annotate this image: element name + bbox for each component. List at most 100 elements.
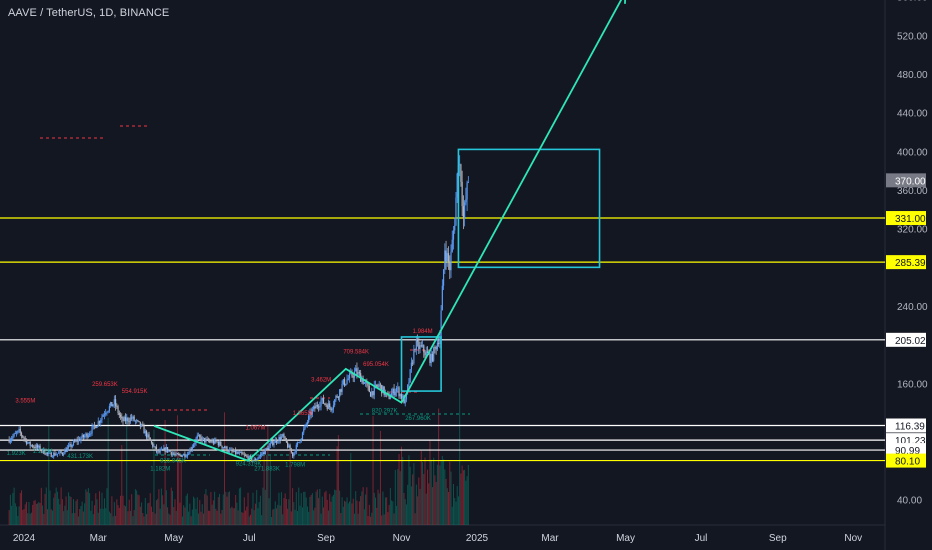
- candle-body: [287, 442, 289, 448]
- volume-bar: [126, 415, 128, 525]
- candle-body: [96, 426, 98, 429]
- volume-bar: [105, 508, 107, 525]
- volume-bar: [226, 496, 228, 525]
- candle-body: [449, 261, 451, 271]
- volume-bar: [153, 429, 155, 525]
- candle-body: [25, 439, 28, 444]
- volume-bar: [179, 502, 181, 525]
- candle-body: [34, 447, 36, 449]
- volume-bar: [216, 510, 218, 525]
- candle-body: [169, 450, 171, 452]
- price-label-box: [886, 173, 926, 188]
- volume-bar: [18, 506, 20, 525]
- volume-bar: [263, 443, 265, 525]
- candle-body: [357, 372, 359, 375]
- volume-bar: [250, 514, 251, 525]
- volume-bar: [293, 502, 295, 525]
- volume-bar: [335, 490, 337, 525]
- volume-bar: [221, 510, 223, 525]
- volume-bar: [256, 490, 258, 525]
- candle-body: [332, 405, 335, 409]
- candle-body: [107, 410, 109, 413]
- candle-body: [123, 416, 125, 422]
- volume-bar: [360, 496, 362, 525]
- candle-body: [397, 387, 399, 389]
- volume-bar: [196, 497, 198, 525]
- candle-body: [19, 428, 21, 433]
- candle-body: [132, 416, 134, 419]
- candle-body: [270, 441, 273, 444]
- candle-body: [315, 405, 317, 409]
- candle-body: [228, 449, 231, 452]
- candle-body: [308, 415, 310, 423]
- volume-bar: [133, 509, 135, 525]
- candle-body: [100, 419, 102, 423]
- volume-bar: [112, 516, 114, 525]
- volume-bar: [158, 489, 160, 525]
- candle-body: [192, 444, 195, 448]
- volume-bar: [170, 487, 172, 525]
- candle-body: [381, 385, 383, 394]
- candle-body: [366, 382, 368, 384]
- candle-body: [446, 253, 448, 262]
- volume-bar: [435, 481, 437, 525]
- volume-bar: [132, 516, 134, 525]
- volume-bar: [285, 499, 287, 525]
- volume-annotation: 1.365M: [293, 411, 313, 417]
- candle-body: [376, 384, 378, 387]
- volume-bar: [231, 506, 233, 525]
- candle-body: [434, 347, 436, 348]
- volume-bar: [141, 502, 143, 525]
- candle-body: [154, 446, 156, 448]
- candle-body: [111, 402, 113, 407]
- candle-body: [41, 448, 44, 451]
- candle-body: [209, 441, 211, 442]
- candle-body: [237, 452, 239, 454]
- candle-body: [455, 197, 457, 226]
- candle-body: [299, 441, 301, 443]
- candle-body: [420, 345, 422, 347]
- candle-body: [365, 382, 367, 384]
- volume-bar: [49, 490, 51, 525]
- candle-body: [140, 424, 143, 427]
- volume-bar: [124, 506, 126, 525]
- candle-body: [159, 449, 161, 453]
- volume-bar: [454, 497, 456, 525]
- candle-body: [72, 441, 75, 446]
- x-tick-label: Nov: [844, 533, 862, 544]
- price-label-box: [886, 211, 926, 226]
- candle-body: [378, 384, 380, 387]
- volume-bar: [444, 469, 446, 525]
- volume-bar: [54, 493, 56, 525]
- volume-bar: [258, 502, 260, 525]
- candle-body: [30, 445, 33, 446]
- volume-bar: [168, 513, 170, 525]
- volume-bar: [441, 456, 443, 525]
- volume-bar: [269, 455, 271, 525]
- volume-annotation: 924.319K: [236, 462, 262, 468]
- candle-body: [216, 441, 218, 443]
- volume-bar: [178, 453, 180, 525]
- volume-bar: [378, 493, 380, 525]
- volume-bar: [389, 488, 391, 525]
- candle-body: [367, 383, 369, 386]
- volume-bar: [207, 510, 209, 525]
- volume-bar: [176, 415, 178, 525]
- candle-body: [241, 452, 243, 454]
- volume-bar: [32, 504, 34, 525]
- volume-bar: [351, 503, 353, 525]
- volume-bar: [370, 516, 372, 525]
- volume-bar: [210, 492, 212, 525]
- volume-bar: [403, 492, 405, 525]
- candle-body: [249, 456, 252, 457]
- volume-bar: [65, 496, 67, 525]
- candle-body: [143, 425, 145, 434]
- candle-body: [282, 434, 284, 437]
- candle-body: [118, 413, 120, 415]
- volume-bar: [259, 495, 261, 525]
- candle-body: [81, 434, 83, 439]
- volume-bar: [16, 506, 18, 525]
- candle-body: [112, 404, 114, 407]
- volume-bar: [147, 503, 149, 525]
